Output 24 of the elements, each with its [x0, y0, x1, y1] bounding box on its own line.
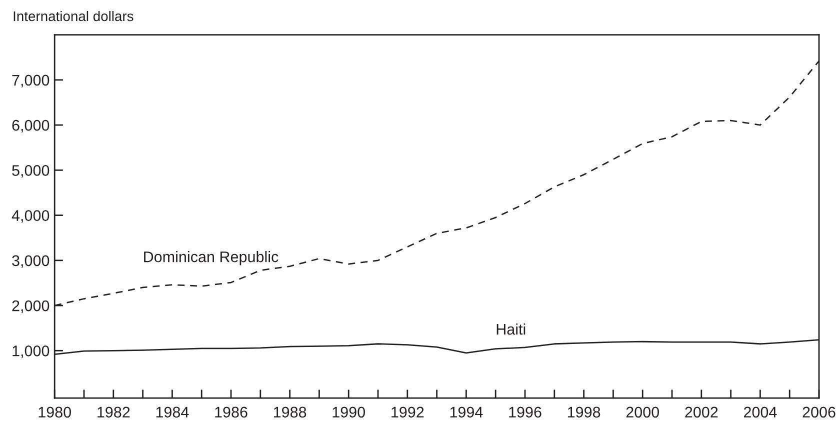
x-tick-label: 1990 — [332, 406, 365, 418]
x-tick-label: 1982 — [98, 406, 130, 418]
x-tick-label: 1996 — [509, 406, 542, 418]
series-label: Haiti — [496, 323, 526, 335]
x-tick-label: 1988 — [274, 406, 306, 418]
x-tick-label: 2004 — [744, 406, 777, 418]
x-tick-label: 1998 — [568, 406, 600, 418]
x-tick-label: 1986 — [215, 406, 248, 418]
y-tick-label: 7,000 — [12, 74, 50, 88]
x-tick-label: 2006 — [802, 406, 836, 418]
y-tick-label: 6,000 — [12, 120, 50, 133]
x-tick-label: 2002 — [685, 406, 718, 418]
x-tick-label: 1994 — [450, 406, 483, 418]
series-label: Dominican Republic — [144, 251, 278, 266]
y-tick-label: 5,000 — [12, 165, 50, 178]
y-axis-title: International dollars — [14, 10, 134, 22]
y-tick-label: 4,000 — [12, 210, 50, 223]
x-tick-label: 1980 — [38, 406, 71, 418]
x-tick-label: 1984 — [156, 406, 189, 418]
x-tick-label: 1992 — [392, 406, 424, 418]
y-tick-label: 1,000 — [12, 346, 50, 358]
y-tick-label: 2,000 — [12, 300, 50, 314]
y-tick-label: 3,000 — [12, 255, 50, 268]
x-tick-label: 2000 — [626, 406, 659, 418]
